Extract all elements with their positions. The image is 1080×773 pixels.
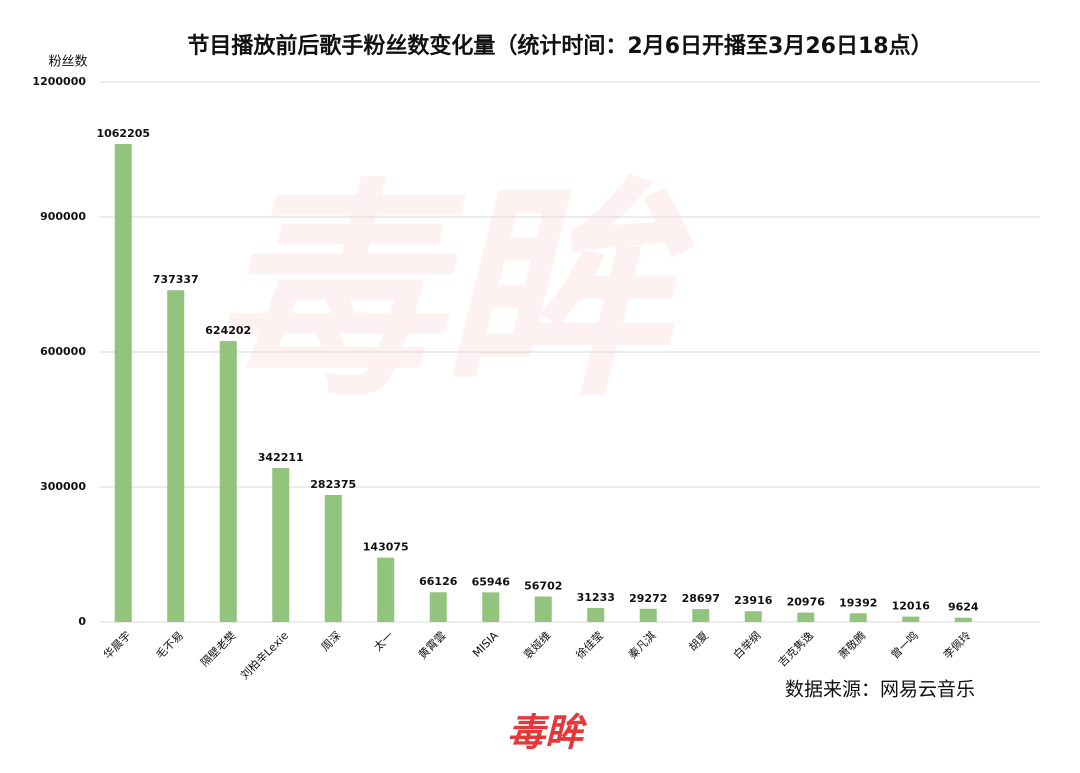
bar (219, 341, 237, 622)
value-label: 12016 (892, 600, 931, 613)
bar (639, 608, 657, 622)
bar (692, 609, 710, 622)
value-label: 19392 (839, 596, 877, 609)
bar (429, 592, 447, 622)
watermark: 毒眸 (210, 161, 695, 428)
value-label: 282375 (310, 478, 356, 491)
value-label: 9624 (948, 601, 979, 614)
bar (902, 616, 920, 622)
x-tick-label: 华晨宇 (100, 628, 133, 661)
value-label: 28697 (682, 592, 720, 605)
x-tick-label: 曾一鸣 (888, 628, 921, 661)
value-label: 342211 (258, 451, 304, 464)
bar (534, 596, 552, 622)
x-tick-label: 吉克隽逸 (775, 628, 816, 669)
x-tick-label: 胡夏 (686, 628, 711, 653)
x-tick-label: MISIA (470, 629, 501, 660)
y-tick-label: 600000 (40, 345, 86, 358)
bar (272, 468, 290, 622)
chart-title: 节目播放前后歌手粉丝数变化量（统计时间：2月6日开播至3月26日18点） (187, 33, 932, 59)
x-tick-label: 隔壁老樊 (197, 628, 238, 669)
x-tick-label: 李佩玲 (940, 628, 973, 661)
source: 数据来源：网易云音乐 (785, 679, 975, 701)
x-tick-label: 萧敬腾 (835, 628, 868, 661)
value-label: 66126 (419, 575, 458, 588)
bar (849, 613, 867, 622)
bar (482, 592, 500, 622)
bar (744, 611, 762, 622)
value-label: 1062205 (96, 127, 150, 140)
value-label: 56702 (524, 579, 562, 592)
value-label: 20976 (787, 596, 826, 609)
bar (114, 144, 132, 622)
value-label: 31233 (577, 591, 615, 604)
x-tick-label: 秦凡淇 (625, 628, 658, 661)
value-label: 29272 (629, 592, 667, 605)
x-tick-label: 白举纲 (730, 628, 763, 661)
bar (797, 612, 815, 622)
bar (587, 607, 605, 622)
y-tick-label: 300000 (40, 480, 86, 493)
value-label: 65946 (472, 575, 511, 588)
x-tick-label: 毛不易 (153, 629, 186, 662)
x-tick-label: 袁娅维 (520, 628, 553, 661)
x-tick-label: 周深 (319, 629, 344, 654)
y-axis-label: 粉丝数 (48, 55, 87, 70)
bar (377, 557, 395, 622)
bar (954, 617, 972, 622)
value-label: 143075 (363, 541, 409, 554)
value-label: 624202 (205, 324, 251, 337)
y-tick-label: 1200000 (32, 75, 86, 88)
x-tick-label: 太一 (371, 629, 396, 654)
value-label: 737337 (153, 273, 199, 286)
y-tick-label: 900000 (40, 210, 86, 223)
x-tick-label: 黄霄雲 (415, 628, 448, 661)
x-tick-label: 徐佳莹 (573, 628, 606, 661)
x-tick-label: 刘柏辛Lexie (237, 628, 291, 682)
value-label: 23916 (734, 594, 773, 607)
bar (167, 290, 185, 622)
bar (324, 494, 342, 622)
y-tick-label: 0 (78, 615, 86, 628)
logo: 毒眸 (507, 711, 587, 755)
